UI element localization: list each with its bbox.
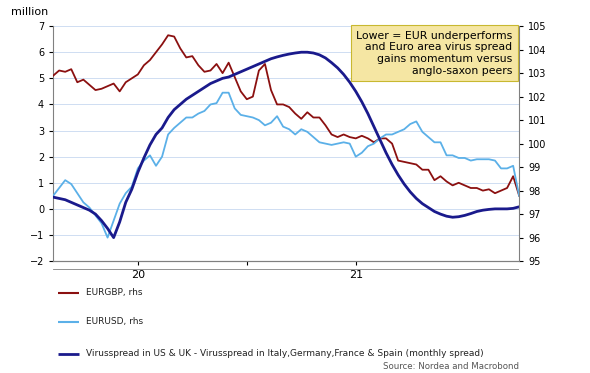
Text: EURUSD, rhs: EURUSD, rhs: [86, 317, 143, 326]
Text: Virusspread in US & UK - Virusspread in Italy,Germany,France & Spain (monthly sp: Virusspread in US & UK - Virusspread in …: [86, 350, 483, 358]
Text: Source: Nordea and Macrobond: Source: Nordea and Macrobond: [383, 362, 519, 371]
Text: EURGBP, rhs: EURGBP, rhs: [86, 288, 142, 297]
Text: Lower = EUR underperforms
and Euro area virus spread
gains momentum versus
anglo: Lower = EUR underperforms and Euro area …: [356, 31, 512, 76]
Text: million: million: [11, 7, 48, 17]
